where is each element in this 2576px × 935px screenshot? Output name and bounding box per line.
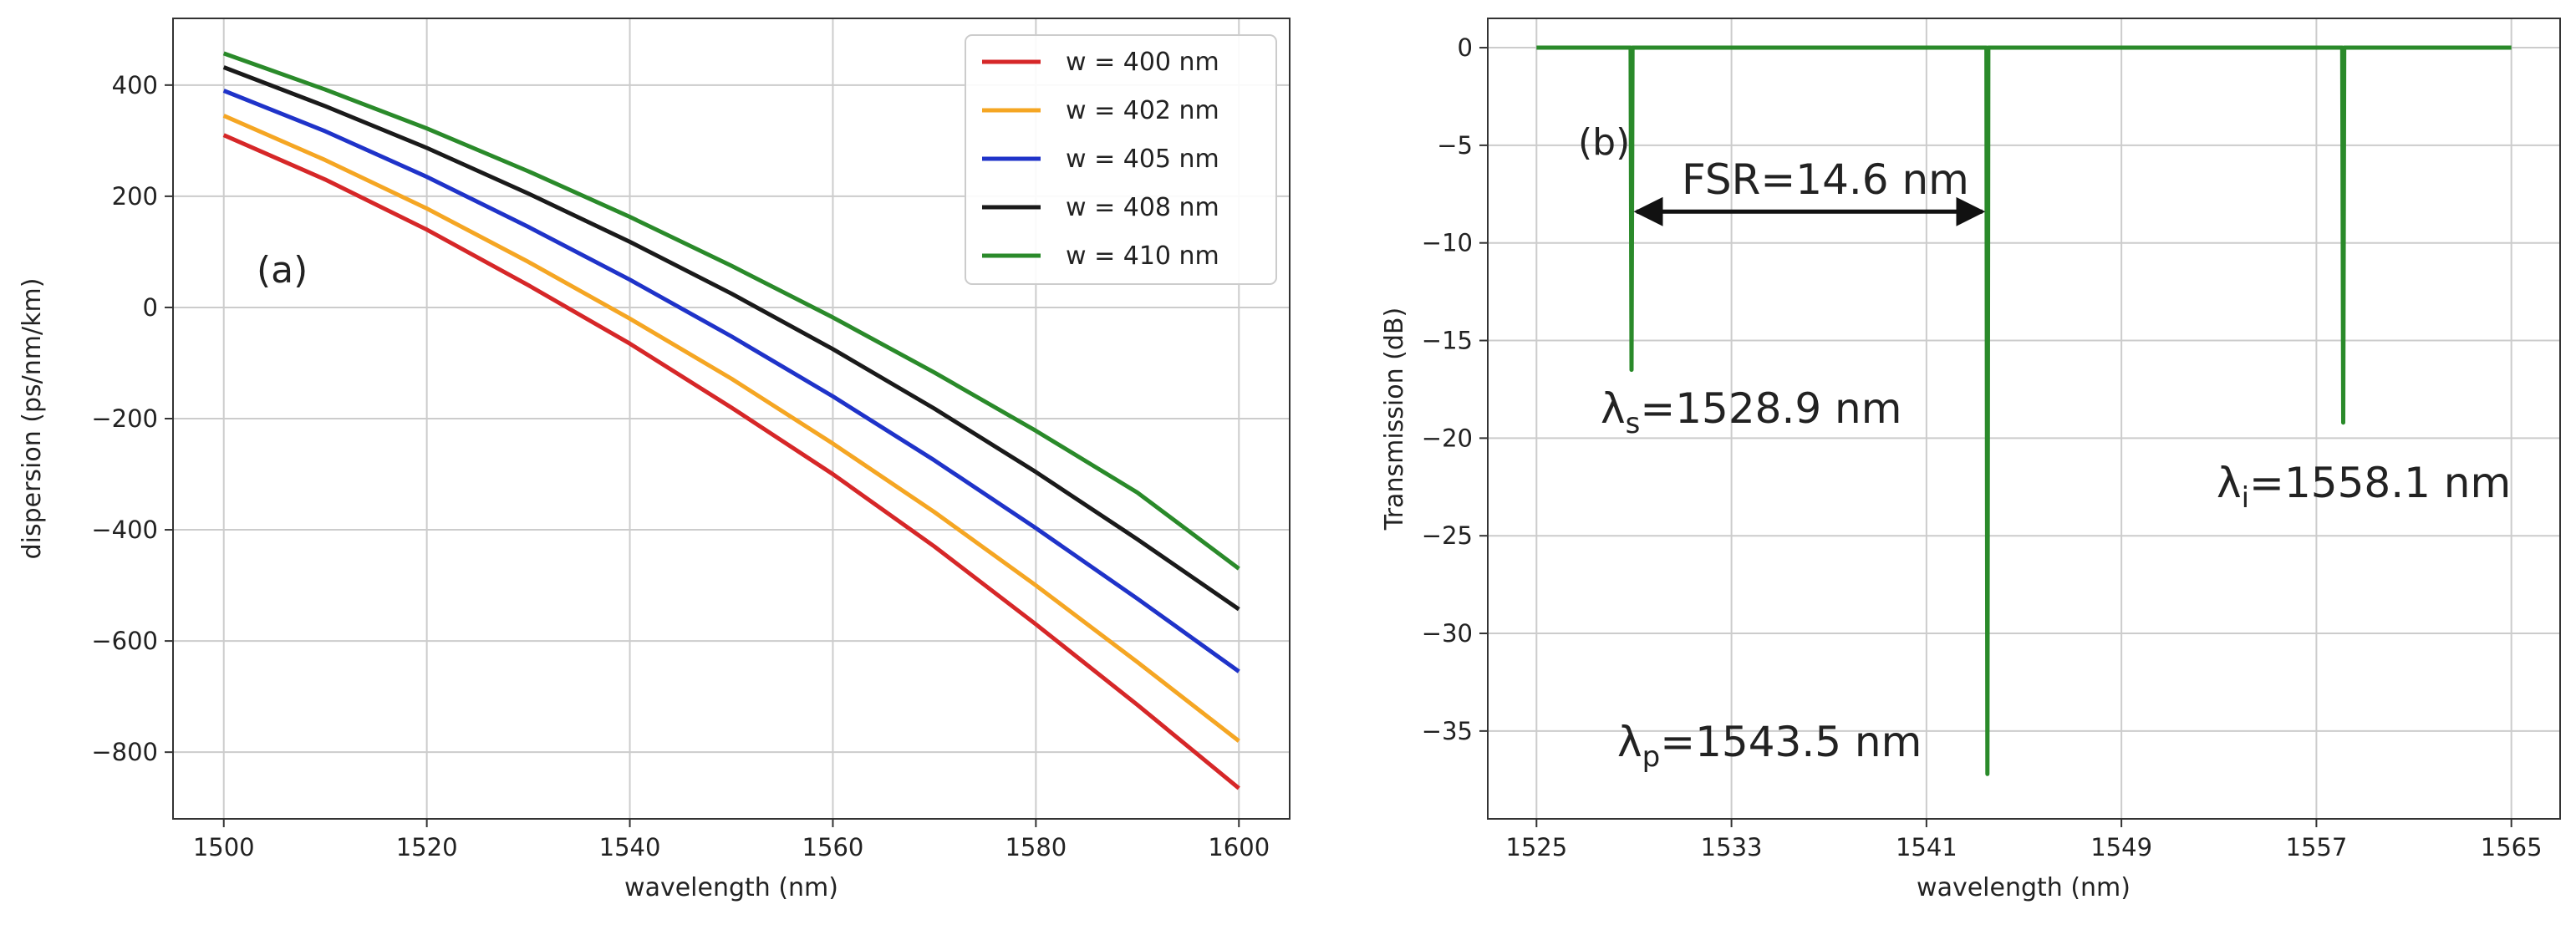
x-axis-label-b: wavelength (nm): [1917, 873, 2131, 902]
series-group-a: [222, 51, 1240, 790]
panel-label-a: (a): [257, 249, 308, 292]
x-tick-label: 1580: [1005, 833, 1067, 861]
y-tick-label: −25: [1422, 521, 1473, 550]
x-tick-label: 1520: [396, 833, 458, 861]
series-line-400nm: [222, 133, 1240, 790]
idler-value: =1558.1 nm: [2249, 459, 2511, 507]
y-tick-label: −800: [91, 738, 158, 766]
x-ticks-a: 1500 1520 1540 1560 1580 1600: [193, 819, 1270, 861]
legend-label: w = 402 nm: [1066, 96, 1219, 125]
x-tick-label: 1549: [2090, 833, 2152, 861]
y-tick-label: −35: [1422, 717, 1473, 745]
transmission-trace: [1536, 45, 2512, 776]
axes-frame-b: [1487, 18, 2561, 820]
signal-lambda: λ: [1601, 384, 1626, 433]
x-ticks-b: 1525 1533 1541 1549 1557 1565: [1505, 819, 2543, 861]
x-tick-label: 1565: [2481, 833, 2543, 861]
series-line-410nm: [222, 51, 1240, 571]
legend-box: [965, 34, 1277, 285]
legend-label: w = 405 nm: [1066, 145, 1219, 174]
signal-subscript: s: [1626, 407, 1641, 440]
signal-wavelength-annotation: λs=1528.9 nm: [1601, 384, 1901, 440]
chart-panel-a: 1500 1520 1540 1560 1580 1600 400 200 0 −200 −400…: [18, 18, 1291, 902]
chart-panel-b: 1525 1533 1541 1549 1557 1565 0 −5 −10 −15 −20 −25…: [1380, 18, 2561, 902]
x-tick-label: 1500: [193, 833, 255, 861]
legend-a: w = 400 nm w = 402 nm w = 405 nm w = 408 nm…: [965, 34, 1277, 285]
legend-label: w = 400 nm: [1066, 48, 1219, 77]
series-line-405nm: [222, 89, 1240, 673]
y-tick-label: −30: [1422, 619, 1473, 648]
y-ticks-b: 0 −5 −10 −15 −20 −25 −30 −35: [1422, 33, 1488, 745]
pump-value: =1543.5 nm: [1660, 718, 1922, 766]
pump-wavelength-annotation: λp=1543.5 nm: [1617, 718, 1922, 774]
y-tick-label: −10: [1422, 229, 1473, 257]
signal-value: =1528.9 nm: [1640, 384, 1901, 433]
fsr-annotation: FSR=14.6 nm: [1682, 155, 1969, 204]
y-tick-label: 200: [112, 182, 158, 211]
legend-label: w = 410 nm: [1066, 241, 1219, 271]
y-tick-label: −15: [1422, 327, 1473, 355]
x-tick-label: 1600: [1208, 833, 1270, 861]
series-line-402nm: [222, 114, 1240, 743]
y-tick-label: 400: [112, 71, 158, 99]
pump-lambda: λ: [1617, 718, 1642, 766]
idler-wavelength-annotation: λi=1558.1 nm: [2217, 459, 2511, 515]
x-axis-label-a: wavelength (nm): [624, 873, 838, 902]
y-tick-label: −5: [1437, 131, 1473, 160]
y-ticks-a: 400 200 0 −200 −400 −600 −800: [91, 71, 173, 766]
y-tick-label: −20: [1422, 424, 1473, 452]
pump-subscript: p: [1642, 740, 1661, 774]
x-tick-label: 1560: [802, 833, 864, 861]
y-tick-label: 0: [1458, 33, 1473, 62]
x-tick-label: 1525: [1505, 833, 1567, 861]
x-tick-label: 1540: [599, 833, 661, 861]
legend-label: w = 408 nm: [1066, 193, 1219, 222]
y-tick-label: −200: [91, 404, 158, 433]
y-tick-label: −600: [91, 627, 158, 655]
idler-lambda: λ: [2217, 459, 2242, 507]
y-axis-label-b: Transmission (dB): [1380, 307, 1409, 531]
y-tick-label: −400: [91, 516, 158, 544]
idler-subscript: i: [2242, 481, 2249, 515]
x-tick-label: 1533: [1701, 833, 1763, 861]
x-tick-label: 1541: [1896, 833, 1957, 861]
series-line-408nm: [222, 65, 1240, 612]
panel-label-b: (b): [1578, 121, 1630, 164]
y-tick-label: 0: [143, 293, 158, 322]
x-tick-label: 1557: [2286, 833, 2348, 861]
y-axis-label-a: dispersion (ps/nm/km): [18, 278, 47, 560]
